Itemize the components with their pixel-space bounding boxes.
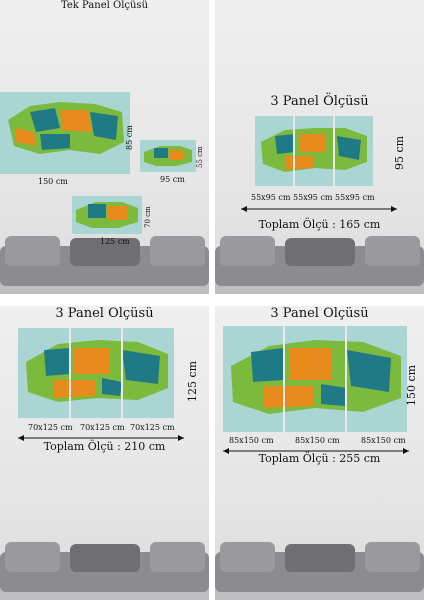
height-label: 150 cm xyxy=(405,364,418,406)
small-width-label: 95 cm xyxy=(160,175,185,184)
small-map-panel xyxy=(140,140,196,172)
small-height-label: 55 cm xyxy=(196,146,204,168)
panel-size-label-1: 85x150 cm xyxy=(229,436,274,445)
total-size-label: Toplam Ölçü : 165 cm xyxy=(258,218,381,231)
page-title: 3 Panel Ölçüsü xyxy=(55,306,154,321)
panel-size-label-1: 70x125 cm xyxy=(28,423,73,432)
page-title: Tek Panel Ölçüsü xyxy=(60,0,149,11)
sofa-illustration xyxy=(215,542,424,592)
three-panel-210-quadrant: 3 Panel Ölçüsü 125 cm 70x125 cm 70x125 c… xyxy=(0,306,209,600)
panel-size-label-3: 85x150 cm xyxy=(361,436,406,445)
three-panel-165-quadrant: 3 Panel Ölçüsü 95 cm 55x95 cm 55x95 cm 5… xyxy=(215,0,424,294)
sofa-illustration xyxy=(0,542,209,592)
large-width-label: 150 cm xyxy=(38,177,68,186)
width-dimension-arrow xyxy=(223,448,409,454)
height-label: 125 cm xyxy=(186,360,199,402)
single-panel-sizes-quadrant: Tek Panel Ölçüsü 150 cm 85 cm 95 cm 55 c… xyxy=(0,0,209,294)
three-panel-255-quadrant: 3 Panel Ölçüsü 150 cm 85x150 cm 85x150 c… xyxy=(215,306,424,600)
total-size-label: Toplam Ölçü : 210 cm xyxy=(43,440,166,453)
sofa-illustration xyxy=(0,236,209,286)
medium-width-label: 125 cm xyxy=(100,237,130,246)
page-title: 3 Panel Ölçüsü xyxy=(270,94,369,109)
panel-size-label-2: 70x125 cm xyxy=(80,423,125,432)
triptych-map xyxy=(223,326,407,432)
panel-size-labels: 55x95 cm 55x95 cm 55x95 cm xyxy=(251,193,375,202)
medium-map-panel xyxy=(72,196,142,234)
height-label: 95 cm xyxy=(393,135,406,170)
sofa-illustration xyxy=(215,236,424,286)
page-title: 3 Panel Ölçüsü xyxy=(270,306,369,321)
panel-size-label-3: 70x125 cm xyxy=(130,423,175,432)
total-size-label: Toplam Ölçü : 255 cm xyxy=(258,452,381,465)
triptych-map xyxy=(18,328,174,418)
medium-height-label: 70 cm xyxy=(144,206,152,228)
triptych-map xyxy=(255,116,373,186)
panel-size-label-2: 85x150 cm xyxy=(295,436,340,445)
large-height-label: 85 cm xyxy=(125,125,134,150)
large-map-panel xyxy=(0,92,130,174)
width-dimension-arrow xyxy=(18,435,184,441)
width-dimension-arrow xyxy=(241,206,397,212)
